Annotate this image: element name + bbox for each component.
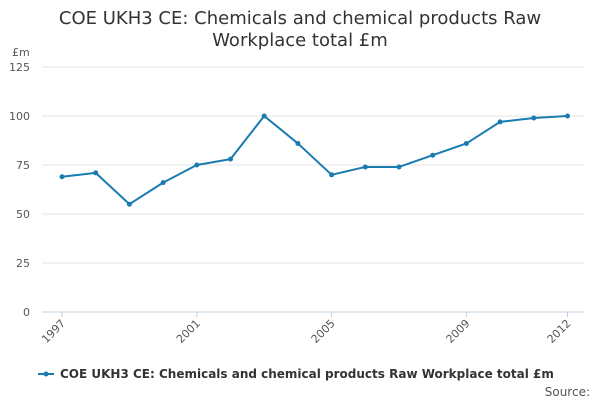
data-point-2006[interactable] (362, 164, 368, 170)
data-point-2009[interactable] (463, 140, 469, 146)
data-point-2000[interactable] (160, 180, 166, 186)
x-tick-label-1997: 1997 (39, 317, 68, 346)
data-point-2005[interactable] (329, 172, 335, 178)
data-point-2001[interactable] (194, 162, 200, 168)
data-point-2008[interactable] (430, 152, 436, 158)
data-point-2003[interactable] (261, 113, 267, 119)
y-tick-label-125: 125 (9, 61, 30, 74)
series-line-0 (61, 115, 568, 206)
y-tick-label-50: 50 (16, 208, 30, 221)
x-tick-label-2012: 2012 (545, 317, 574, 346)
series-group (59, 113, 570, 207)
data-point-1999[interactable] (126, 201, 132, 207)
chart-title-line-1: COE UKH3 CE: Chemicals and chemical prod… (59, 8, 541, 29)
data-point-2002[interactable] (228, 156, 233, 162)
x-axis-ticks: 1997 2001 2005 2009 2012 (39, 312, 574, 346)
grid-lines (42, 66, 585, 264)
data-point-2010[interactable] (497, 119, 503, 125)
chart-title-line-2: Workplace total £m (212, 30, 388, 51)
data-point-2011[interactable] (531, 115, 537, 121)
data-point-1998[interactable] (93, 170, 99, 176)
source-label: Source: (545, 385, 590, 399)
y-tick-label-25: 25 (16, 257, 30, 270)
legend-entry-label: COE UKH3 CE: Chemicals and chemical prod… (60, 367, 554, 381)
legend[interactable]: COE UKH3 CE: Chemicals and chemical prod… (38, 367, 554, 381)
x-tick-label-2001: 2001 (174, 317, 203, 346)
data-point-2007[interactable] (396, 164, 402, 170)
x-tick-label-2009: 2009 (444, 317, 473, 346)
y-axis-ticks: 0 25 50 75 100 125 (9, 61, 30, 319)
legend-marker-dot (43, 371, 49, 377)
data-point-1997[interactable] (59, 174, 65, 180)
y-tick-label-0: 0 (23, 306, 30, 319)
data-point-2004[interactable] (295, 140, 301, 146)
data-point-2012[interactable] (565, 113, 570, 119)
y-tick-label-100: 100 (9, 110, 30, 123)
x-tick-label-2005: 2005 (309, 317, 338, 346)
y-tick-label-75: 75 (16, 159, 30, 172)
y-axis-unit-label: £m (12, 46, 30, 59)
